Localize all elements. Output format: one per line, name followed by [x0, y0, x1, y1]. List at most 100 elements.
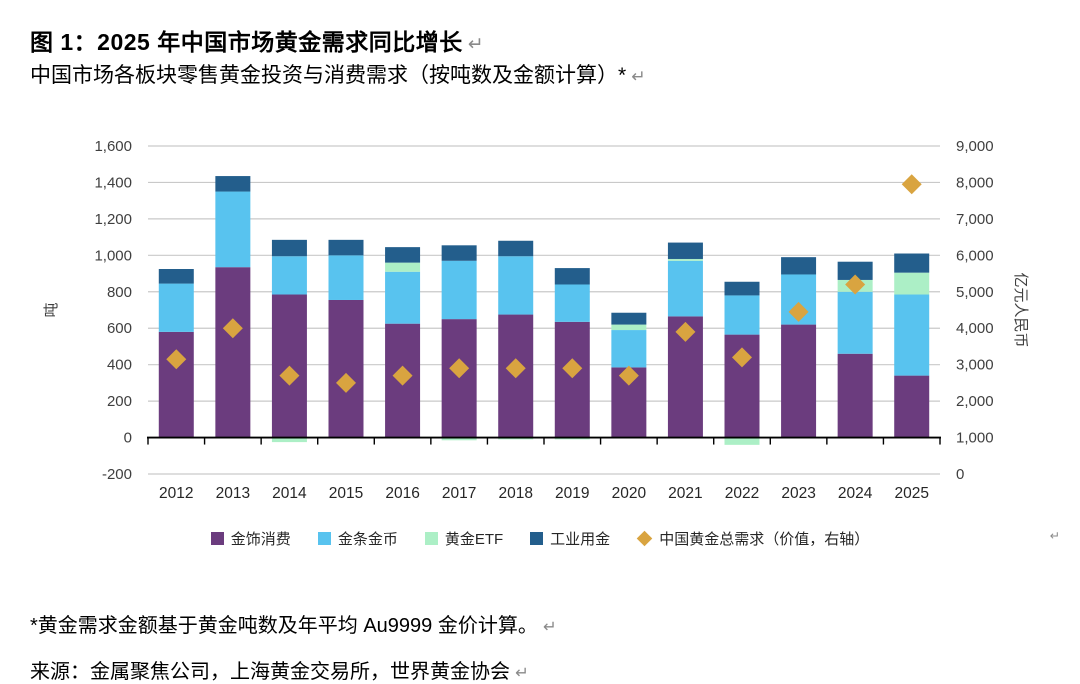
right-axis-tick-label: 0: [956, 466, 964, 483]
bar-segment-2019-黄金ETF: [554, 437, 590, 440]
total-demand-diamond-2019: [562, 358, 583, 379]
x-axis-category-label: 2015: [329, 485, 363, 502]
chart-legend: 金饰消费 金条金币 黄金ETF 工业用金 中国黄金总需求（价值，右轴） ↵: [0, 526, 1080, 550]
total-demand-diamond-2018: [505, 358, 526, 379]
total-demand-diamond-2020: [618, 365, 639, 386]
bar-segment-2019-金条金币: [554, 284, 590, 322]
right-axis-tick-label: 4,000: [956, 320, 994, 337]
bar-segment-2019-工业用金: [554, 268, 590, 285]
bar-segment-2015-工业用金: [328, 239, 364, 256]
x-axis-category-label: 2018: [498, 485, 532, 502]
left-axis-tick-label: 1,200: [94, 211, 132, 228]
paragraph-mark-icon: ↵: [631, 66, 646, 86]
total-demand-diamond-2017: [449, 358, 470, 379]
right-axis-tick-label: 9,000: [956, 138, 994, 155]
legend-label: 黄金ETF: [444, 530, 504, 548]
bar-segment-2020-金条金币: [611, 330, 647, 368]
figure-title: 图 1：2025 年中国市场黄金需求同比增长 ↵: [30, 23, 484, 57]
bar-segment-2016-金条金币: [385, 271, 421, 324]
bar-segment-2014-工业用金: [271, 239, 307, 257]
total-demand-diamond-2021: [675, 321, 696, 342]
legend-item-金饰消费: 金饰消费: [210, 528, 291, 549]
bar-segment-2017-金条金币: [441, 260, 477, 320]
right-axis-tick-label: 8,000: [956, 174, 994, 191]
legend-swatch-icon: [210, 531, 224, 545]
gold-demand-chart: 1,600 1,400 1,200 1,000 800 600 400 200 0 -200 9,0…: [43, 138, 1029, 502]
left-axis-tick-label: 400: [107, 357, 132, 374]
left-axis-tick-label: 1,000: [94, 247, 132, 264]
left-axis-tick-label: 0: [124, 430, 132, 447]
bar-segment-2021-金条金币: [667, 260, 703, 317]
bar-segment-2015-金饰消费: [328, 299, 364, 438]
bar-segment-2017-工业用金: [441, 245, 477, 261]
bar-segment-2024-金饰消费: [837, 353, 873, 438]
total-demand-diamond-2015: [336, 372, 356, 393]
total-demand-diamond-2013: [222, 318, 243, 339]
total-demand-diamond-2024: [845, 274, 866, 295]
legend-swatch-icon: [317, 531, 331, 545]
right-axis-title: 亿元人民币: [1012, 272, 1029, 347]
right-axis-tick-label: 7,000: [956, 211, 994, 228]
bar-segment-2021-黄金ETF: [667, 258, 703, 261]
bar-segment-2020-工业用金: [611, 312, 647, 325]
left-axis-tick-label: 600: [107, 320, 132, 337]
bar-segment-2017-金饰消费: [441, 319, 477, 438]
bar-segment-2013-金条金币: [215, 191, 251, 268]
legend-label: 金条金币: [337, 530, 398, 548]
bar-segment-2014-黄金ETF: [271, 437, 307, 443]
footnote-text: *黄金需求金额基于黄金吨数及年平均 Au9999 金价计算。: [30, 615, 538, 637]
bar-segment-2014-金条金币: [271, 256, 307, 295]
bar-segment-2024-工业用金: [837, 261, 873, 280]
paragraph-mark-icon: ↵: [542, 618, 557, 636]
left-axis-tick-label: 200: [107, 393, 132, 410]
left-axis-tick-label: 800: [107, 284, 132, 301]
bar-segment-2015-金条金币: [328, 255, 364, 300]
bar-segment-2022-工业用金: [724, 281, 760, 296]
source-line: 来源：金属聚焦公司，上海黄金交易所，世界黄金协会 ↵: [30, 655, 529, 684]
bar-segment-2021-工业用金: [667, 242, 703, 259]
x-axis-category-label: 2019: [555, 485, 589, 502]
left-axis-tick-label: -200: [102, 466, 132, 483]
bar-segment-2013-金饰消费: [215, 267, 251, 438]
bar-segment-2024-金条金币: [837, 291, 873, 354]
x-axis-category-label: 2012: [159, 485, 193, 502]
legend-swatch-icon: [424, 531, 438, 545]
bar-segment-2016-工业用金: [385, 247, 421, 263]
bar-segment-2013-工业用金: [215, 176, 251, 192]
bar-segment-2018-黄金ETF: [498, 437, 534, 440]
legend-item-黄金ETF: 黄金ETF: [424, 528, 504, 549]
source-text: 来源：金属聚焦公司，上海黄金交易所，世界黄金协会: [30, 661, 510, 683]
figure-subtitle-text: 中国市场各板块零售黄金投资与消费需求（按吨数及金额计算）*: [30, 64, 627, 87]
bar-segment-2023-工业用金: [781, 257, 817, 275]
chart-container: 1,600 1,400 1,200 1,000 800 600 400 200 0 -200 9,0…: [0, 120, 1080, 525]
legend-item-金条金币: 金条金币: [317, 528, 398, 549]
bar-segment-2017-黄金ETF: [441, 437, 477, 441]
bar-segment-2022-金条金币: [724, 295, 760, 335]
left-axis-tick-label: 1,400: [94, 174, 132, 191]
right-axis-tick-label: 6,000: [956, 247, 994, 264]
legend-label: 工业用金: [550, 530, 611, 548]
bar-segment-2025-金饰消费: [894, 375, 930, 438]
bar-segment-2016-黄金ETF: [385, 262, 421, 272]
total-demand-diamond-2023: [788, 301, 809, 322]
bar-segment-2018-工业用金: [498, 240, 534, 257]
bar-segment-2025-黄金ETF: [894, 272, 930, 295]
x-axis-category-label: 2024: [838, 485, 873, 502]
bar-segment-2025-金条金币: [894, 294, 930, 376]
total-demand-diamond-2016: [392, 365, 413, 386]
x-axis-category-label: 2016: [385, 485, 419, 502]
total-demand-diamond-2014: [279, 365, 300, 386]
paragraph-mark-icon: ↵: [515, 664, 529, 682]
legend-item-total-demand: 中国黄金总需求（价值，右轴）: [636, 528, 869, 549]
total-demand-diamond-2012: [166, 349, 187, 370]
total-demand-diamond-2022: [732, 347, 752, 368]
x-axis-category-label: 2021: [668, 485, 702, 502]
bar-segment-2012-金饰消费: [158, 331, 194, 438]
bar-segment-2012-金条金币: [158, 283, 194, 332]
right-axis-tick-label: 1,000: [956, 430, 994, 447]
figure-title-text: 图 1：2025 年中国市场黄金需求同比增长: [30, 29, 463, 56]
paragraph-mark-icon: ↵: [467, 33, 485, 55]
x-axis-category-label: 2025: [894, 485, 928, 502]
x-axis-category-label: 2020: [612, 485, 647, 502]
x-axis-category-label: 2014: [272, 485, 307, 502]
